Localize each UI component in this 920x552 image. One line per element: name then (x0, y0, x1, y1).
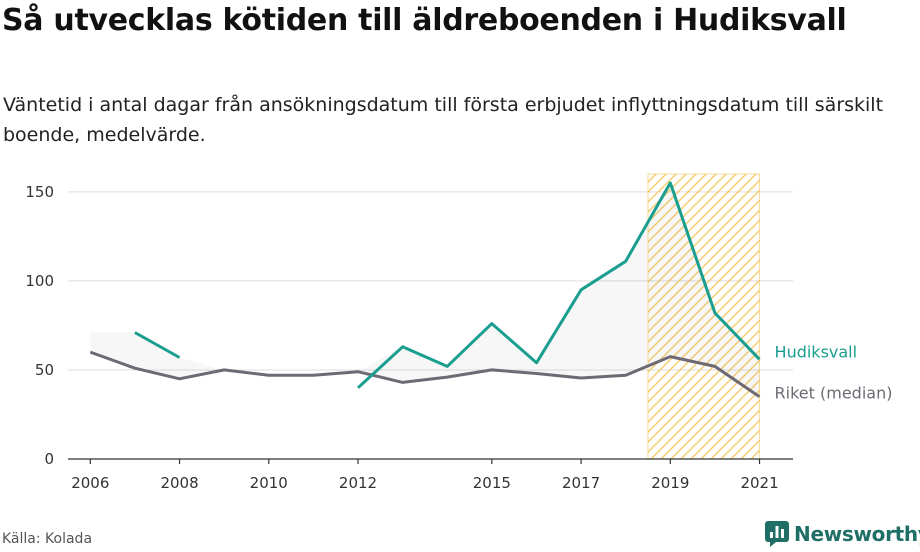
series-label-hudiksvall: Hudiksvall (775, 342, 858, 361)
x-tick-label: 2015 (473, 474, 511, 492)
x-tick-label: 2019 (651, 474, 689, 492)
y-tick-label: 0 (44, 450, 54, 468)
series-line-hudiksvall (356, 181, 761, 389)
x-tick-label: 2008 (160, 474, 198, 492)
logo-text: Newsworthy (794, 522, 920, 546)
highlight-range (647, 173, 761, 460)
x-tick-label: 2017 (562, 474, 600, 492)
y-tick-label: 150 (25, 183, 54, 201)
x-tick-label: 2006 (71, 474, 109, 492)
newsworthy-logo-icon (765, 521, 789, 547)
x-tick-label: 2021 (740, 474, 778, 492)
newsworthy-logo: Newsworthy (765, 520, 920, 548)
source-note: Källa: Kolada (2, 531, 93, 547)
series-line-riket (89, 350, 761, 398)
difference-band (90, 182, 760, 397)
series-label-riket: Riket (median) (775, 384, 893, 403)
x-tick-label: 2012 (339, 474, 377, 492)
chart-title: Så utvecklas kötiden till äldreboenden i… (2, 3, 847, 38)
x-tick-label: 2010 (250, 474, 288, 492)
y-tick-label: 100 (25, 272, 54, 290)
series-line-hudiksvall (134, 331, 181, 359)
chart-subtitle: Väntetid i antal dagar från ansökningsda… (3, 94, 884, 146)
y-tick-label: 50 (35, 361, 54, 379)
